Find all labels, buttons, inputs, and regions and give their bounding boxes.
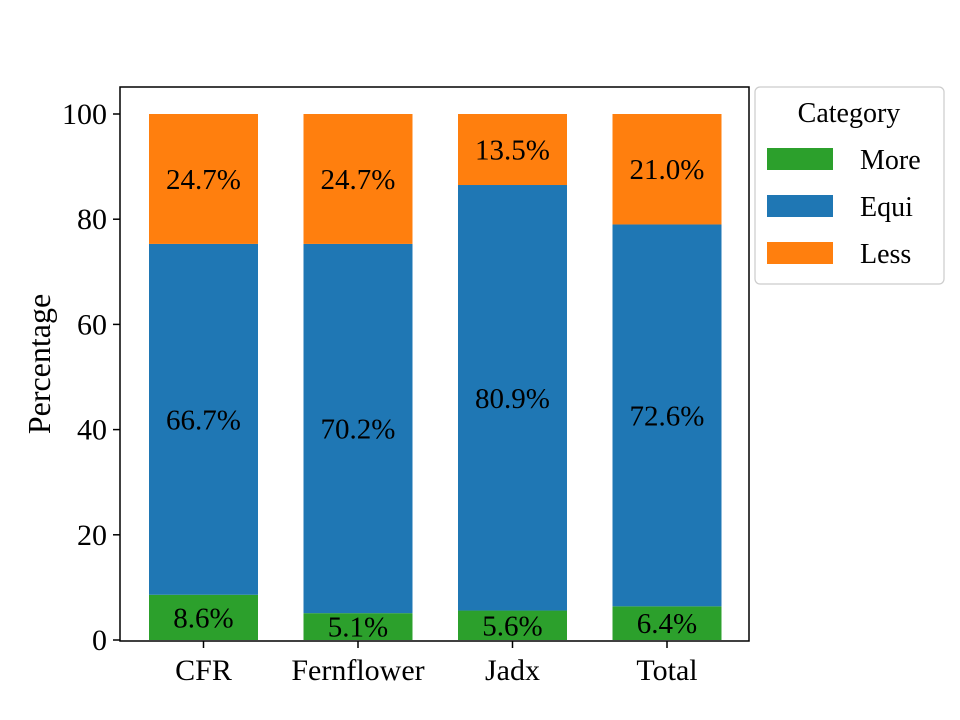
legend-items: More Equi Less bbox=[767, 145, 921, 270]
bar-less-cfr bbox=[149, 114, 258, 244]
x-tick-label-jadx: Jadx bbox=[485, 654, 540, 687]
bar-label-more-jadx: 5.6% bbox=[482, 610, 542, 642]
bar-equi-total bbox=[612, 224, 722, 607]
bar-label-less-cfr: 24.7% bbox=[166, 164, 241, 196]
bar-more-fernflower bbox=[303, 613, 413, 640]
y-axis-label: Percentage bbox=[21, 294, 57, 434]
y-tick-label: 100 bbox=[62, 98, 107, 131]
legend-swatch-less bbox=[767, 242, 833, 264]
bar-label-more-total: 6.4% bbox=[637, 608, 697, 640]
bar-label-equi-fernflower: 70.2% bbox=[321, 414, 396, 446]
bar-less-jadx bbox=[458, 114, 567, 186]
legend-swatch-more bbox=[767, 148, 833, 170]
y-tick-label: 60 bbox=[77, 308, 107, 341]
y-tick-label: 0 bbox=[92, 624, 107, 657]
bar-label-equi-total: 72.6% bbox=[630, 400, 705, 432]
legend-label-equi: Equi bbox=[860, 192, 913, 223]
bar-more-jadx bbox=[458, 610, 567, 640]
bar-less-fernflower bbox=[303, 114, 413, 244]
bar-label-equi-cfr: 66.7% bbox=[166, 404, 241, 436]
legend: Category More Equi Less bbox=[754, 86, 945, 285]
x-tick-label-total: Total bbox=[636, 654, 697, 687]
bar-label-less-fernflower: 24.7% bbox=[321, 164, 396, 196]
bar-label-more-cfr: 8.6% bbox=[173, 602, 233, 634]
bar-label-more-fernflower: 5.1% bbox=[328, 612, 388, 644]
bar-label-less-jadx: 13.5% bbox=[475, 135, 550, 167]
bar-label-less-total: 21.0% bbox=[630, 154, 705, 186]
y-axis: 0 20 40 60 80 100 bbox=[62, 98, 120, 657]
y-tick-label: 80 bbox=[77, 203, 107, 236]
bar-equi-jadx bbox=[458, 185, 567, 611]
legend-title: Category bbox=[798, 98, 901, 129]
bar-more-total bbox=[612, 606, 722, 640]
plot-frame bbox=[119, 86, 750, 642]
bar-more-cfr bbox=[149, 594, 258, 640]
bar-less-total bbox=[612, 114, 722, 225]
bars-layer bbox=[149, 114, 722, 640]
x-tick-label-cfr: CFR bbox=[175, 654, 232, 687]
x-tick-label-fernflower: Fernflower bbox=[291, 654, 424, 687]
bar-label-equi-jadx: 80.9% bbox=[475, 383, 550, 415]
bar-equi-cfr bbox=[149, 243, 258, 595]
y-tick-label: 40 bbox=[77, 414, 107, 447]
legend-swatch-equi bbox=[767, 195, 833, 217]
bar-equi-fernflower bbox=[303, 243, 413, 614]
legend-label-more: More bbox=[860, 145, 921, 176]
y-tick-label: 20 bbox=[77, 519, 107, 552]
bar-labels-layer: 8.6% 66.7% 24.7% 5.1% 70.2% 24.7% 5.6% 80.9% 13.… bbox=[166, 135, 704, 644]
legend-label-less: Less bbox=[860, 239, 911, 270]
legend-frame bbox=[754, 86, 945, 285]
x-axis: CFR Fernflower Jadx Total bbox=[175, 641, 698, 687]
